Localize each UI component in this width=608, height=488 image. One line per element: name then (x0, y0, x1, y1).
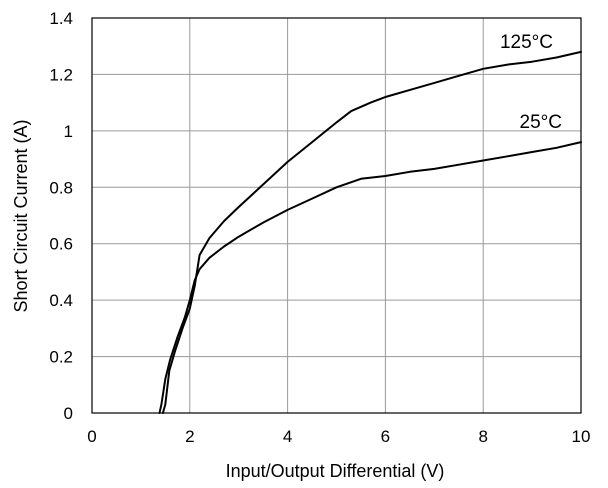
y-tick-label: 1.2 (49, 65, 73, 84)
x-tick-label: 0 (87, 427, 96, 446)
y-tick-label: 0.8 (49, 178, 73, 197)
y-tick-label: 0 (64, 404, 73, 423)
y-axis-title: Short Circuit Current (A) (11, 119, 31, 312)
x-tick-labels: 0 2 4 6 8 10 (87, 427, 590, 446)
x-tick-label: 8 (478, 427, 487, 446)
y-tick-label: 1.4 (49, 9, 73, 28)
x-tick-label: 4 (283, 427, 292, 446)
x-tick-label: 2 (185, 427, 194, 446)
series-label: 125°C (500, 32, 553, 53)
x-tick-label: 6 (381, 427, 390, 446)
y-tick-labels: 0 0.2 0.4 0.6 0.8 1 1.2 1.4 (49, 9, 73, 423)
grid (92, 18, 581, 413)
y-tick-label: 0.4 (49, 291, 73, 310)
series-line-1 (158, 141, 582, 414)
y-tick-label: 0.2 (49, 348, 73, 367)
plot-area-border (91, 17, 582, 414)
y-tick-label: 0.6 (49, 235, 73, 254)
y-tick-label: 1 (64, 122, 73, 141)
series-lines (158, 50, 582, 414)
series-label: 25°C (520, 112, 562, 133)
series-line-0 (161, 50, 582, 414)
x-axis-title: Input/Output Differential (V) (226, 461, 445, 481)
x-tick-label: 10 (572, 427, 591, 446)
series-labels: 125°C 25°C (500, 32, 562, 133)
